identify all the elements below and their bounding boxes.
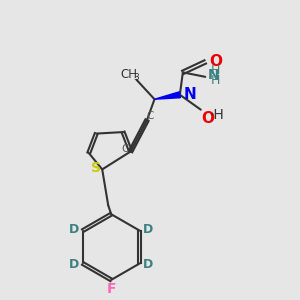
Text: D: D	[69, 223, 80, 236]
Text: H: H	[211, 64, 220, 77]
Polygon shape	[154, 92, 180, 99]
Text: D: D	[143, 259, 153, 272]
Text: H: H	[211, 74, 220, 87]
Text: S: S	[91, 161, 101, 175]
Text: N: N	[208, 68, 220, 82]
Text: CH: CH	[121, 68, 138, 81]
Text: F: F	[106, 283, 116, 296]
Text: D: D	[69, 259, 80, 272]
Text: O: O	[209, 53, 222, 68]
Text: C: C	[146, 111, 154, 121]
Text: 3: 3	[133, 73, 139, 82]
Text: N: N	[183, 87, 196, 102]
Text: D: D	[143, 223, 153, 236]
Text: ·H: ·H	[209, 108, 224, 122]
Text: O: O	[201, 111, 214, 126]
Text: C: C	[122, 143, 129, 154]
